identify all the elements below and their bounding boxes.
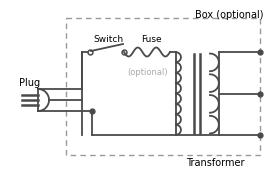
Text: Fuse: Fuse xyxy=(141,35,161,44)
Text: Box (optional): Box (optional) xyxy=(195,10,263,20)
Text: (optional): (optional) xyxy=(128,68,168,77)
Text: Plug: Plug xyxy=(20,78,40,88)
Text: Switch: Switch xyxy=(93,35,123,44)
Text: Transformer: Transformer xyxy=(186,158,244,168)
